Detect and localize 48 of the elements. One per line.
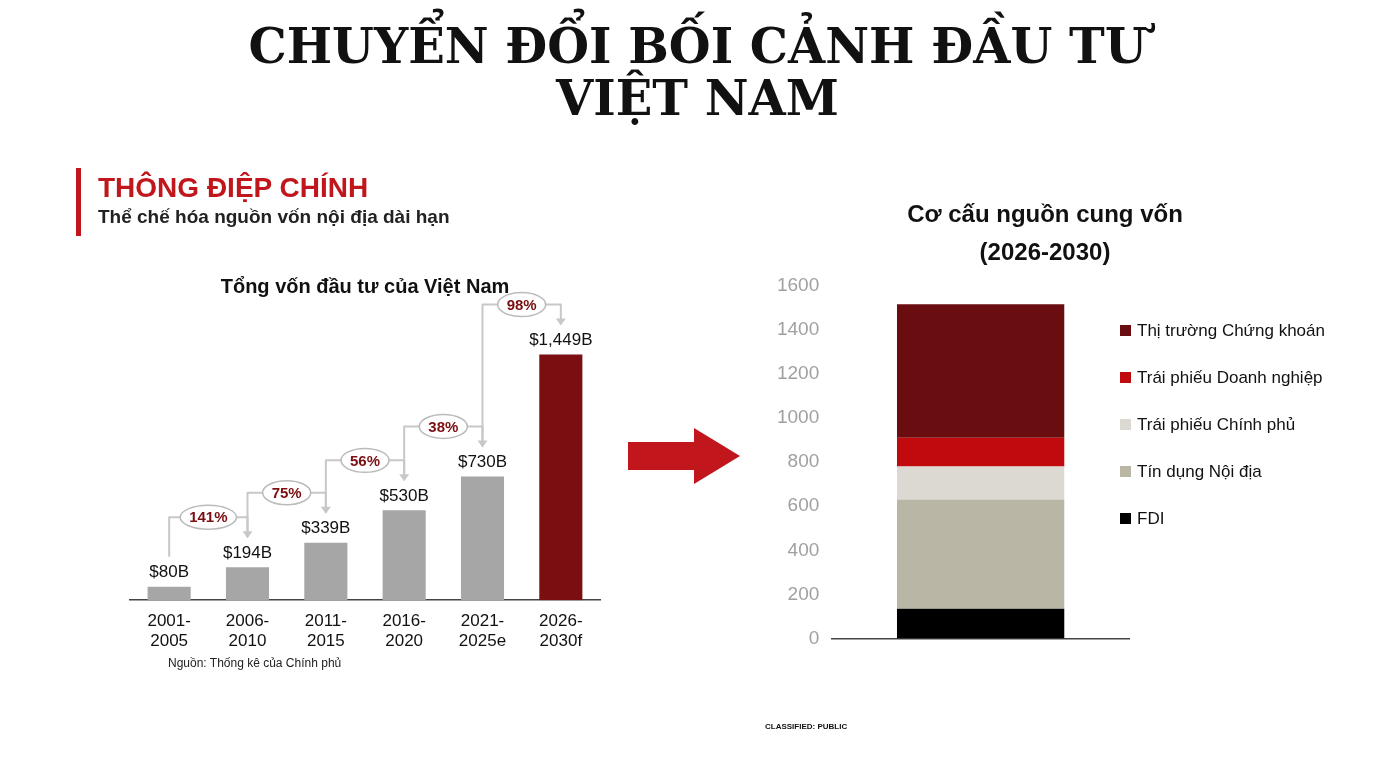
x-tick-label: 2026-2030f — [539, 611, 583, 651]
legend-label: FDI — [1137, 508, 1165, 529]
bar — [382, 510, 426, 601]
y-tick-label: 1400 — [776, 317, 820, 339]
annotation: 141% — [189, 508, 228, 526]
data-label: $1,449B — [529, 329, 593, 349]
annotation: 38% — [428, 417, 459, 435]
x-tick-label: 2011-2015 — [304, 611, 347, 651]
annotation: 75% — [271, 483, 302, 501]
bar — [896, 499, 1065, 609]
data-label: $80B — [149, 561, 190, 581]
bar — [896, 437, 1065, 467]
text: THÔNG ĐIỆP CHÍNH — [98, 172, 369, 204]
text: Nguồn: Thống kê của Chính phủ — [168, 656, 342, 670]
x-tick-label: 2021-2025e — [458, 611, 507, 651]
y-tick-label: 1000 — [776, 406, 820, 428]
text: CLASSIFIED: PUBLIC — [765, 722, 848, 731]
y-tick-label: 1600 — [776, 273, 820, 295]
bar — [896, 466, 1065, 500]
bar — [147, 586, 191, 601]
y-tick-label: 400 — [787, 538, 820, 560]
legend-label: Trái phiếu Chính phủ — [1137, 414, 1296, 435]
y-tick-label: 1200 — [776, 361, 820, 383]
x-tick-label: 2001-2005 — [147, 611, 191, 651]
bar — [460, 476, 505, 601]
data-label: $530B — [379, 485, 429, 505]
bar — [896, 304, 1065, 438]
bar — [539, 354, 583, 601]
y-tick-label: 800 — [787, 450, 820, 472]
chart-title: Cơ cấu nguồn cung vốn (2026-2030) — [906, 199, 1184, 267]
data-label: $194B — [222, 542, 273, 562]
annotation: 56% — [349, 451, 381, 469]
text: 98% — [506, 295, 537, 313]
x-tick-label: 2006-2010 — [225, 611, 270, 651]
data-label: $730B — [457, 451, 508, 471]
chart-title: Tổng vốn đầu tư của Việt Nam — [220, 274, 510, 297]
legend-label: Trái phiếu Doanh nghiệp — [1137, 367, 1323, 388]
legend-label: Thị trường Chứng khoán — [1137, 320, 1325, 341]
y-tick-label: 0 — [808, 626, 820, 648]
y-tick-label: 600 — [787, 494, 820, 516]
y-tick-label: 200 — [787, 582, 820, 604]
bar — [896, 608, 1065, 639]
x-tick-label: 2016-2020 — [382, 611, 426, 651]
bar — [225, 567, 270, 601]
bar — [304, 542, 348, 601]
legend-label: Tín dụng Nội địa — [1137, 461, 1262, 482]
text: Thể chế hóa nguồn vốn nội địa dài hạn — [98, 206, 450, 228]
data-label: $339B — [301, 517, 351, 537]
